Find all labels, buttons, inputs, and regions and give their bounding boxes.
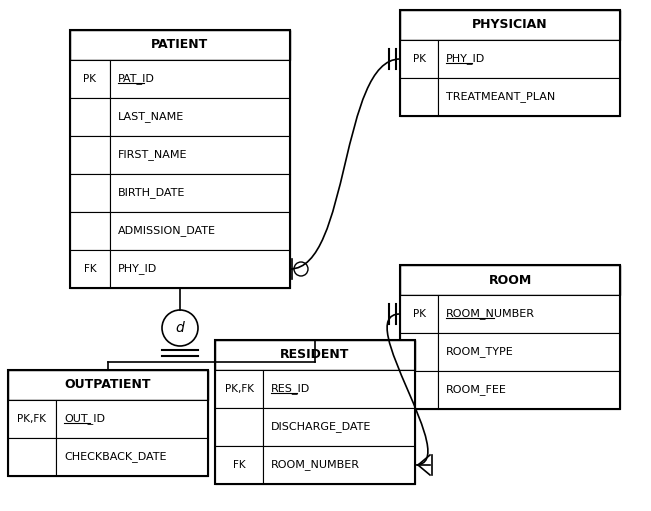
- Bar: [438, 333, 620, 371]
- Bar: [400, 265, 620, 295]
- Bar: [8, 370, 208, 400]
- Bar: [70, 136, 110, 174]
- Bar: [400, 295, 438, 333]
- Text: FK: FK: [84, 264, 96, 274]
- Text: PK: PK: [413, 309, 426, 319]
- Bar: [438, 40, 620, 78]
- Text: PAT_ID: PAT_ID: [118, 74, 155, 84]
- Text: OUT_ID: OUT_ID: [64, 413, 105, 425]
- Bar: [110, 212, 290, 250]
- Bar: [8, 438, 56, 476]
- Bar: [400, 10, 620, 116]
- Text: ROOM_NUMBER: ROOM_NUMBER: [271, 459, 360, 471]
- Text: PHY_ID: PHY_ID: [118, 264, 158, 274]
- Bar: [215, 408, 263, 446]
- Bar: [263, 370, 415, 408]
- Text: FK: FK: [232, 460, 245, 470]
- Text: ROOM: ROOM: [488, 273, 532, 287]
- Bar: [56, 438, 208, 476]
- Bar: [400, 333, 438, 371]
- Bar: [56, 400, 208, 438]
- Bar: [70, 250, 110, 288]
- Text: TREATMEANT_PLAN: TREATMEANT_PLAN: [446, 91, 555, 102]
- Bar: [110, 98, 290, 136]
- Bar: [70, 30, 290, 288]
- Bar: [400, 371, 438, 409]
- Text: LAST_NAME: LAST_NAME: [118, 111, 184, 123]
- Text: RESIDENT: RESIDENT: [281, 349, 350, 361]
- Text: CHECKBACK_DATE: CHECKBACK_DATE: [64, 452, 167, 462]
- Bar: [110, 250, 290, 288]
- Text: PK: PK: [83, 74, 96, 84]
- Text: FIRST_NAME: FIRST_NAME: [118, 150, 187, 160]
- Text: d: d: [176, 321, 184, 335]
- Text: DISCHARGE_DATE: DISCHARGE_DATE: [271, 422, 371, 432]
- Bar: [110, 136, 290, 174]
- Text: ADMISSION_DATE: ADMISSION_DATE: [118, 225, 216, 237]
- Bar: [70, 174, 110, 212]
- Bar: [215, 340, 415, 484]
- Bar: [110, 60, 290, 98]
- Text: PK: PK: [413, 54, 426, 64]
- Text: ROOM_FEE: ROOM_FEE: [446, 385, 507, 396]
- Text: ROOM_TYPE: ROOM_TYPE: [446, 346, 514, 358]
- Bar: [8, 370, 208, 476]
- Bar: [215, 370, 263, 408]
- Text: PHY_ID: PHY_ID: [446, 54, 485, 64]
- Text: PK,FK: PK,FK: [225, 384, 253, 394]
- Bar: [70, 60, 110, 98]
- Text: ROOM_NUMBER: ROOM_NUMBER: [446, 309, 535, 319]
- Bar: [263, 408, 415, 446]
- Bar: [215, 446, 263, 484]
- Bar: [70, 98, 110, 136]
- Text: BIRTH_DATE: BIRTH_DATE: [118, 188, 186, 198]
- Text: PK,FK: PK,FK: [18, 414, 46, 424]
- Bar: [110, 174, 290, 212]
- Bar: [70, 212, 110, 250]
- Bar: [215, 340, 415, 370]
- Bar: [263, 446, 415, 484]
- Text: PHYSICIAN: PHYSICIAN: [472, 18, 547, 32]
- Bar: [400, 10, 620, 40]
- Bar: [438, 371, 620, 409]
- Text: OUTPATIENT: OUTPATIENT: [64, 379, 151, 391]
- Text: RES_ID: RES_ID: [271, 384, 311, 394]
- Text: PATIENT: PATIENT: [152, 38, 208, 52]
- Bar: [438, 78, 620, 116]
- Bar: [8, 400, 56, 438]
- Bar: [438, 295, 620, 333]
- Bar: [400, 78, 438, 116]
- Bar: [70, 30, 290, 60]
- Bar: [400, 40, 438, 78]
- Bar: [400, 265, 620, 409]
